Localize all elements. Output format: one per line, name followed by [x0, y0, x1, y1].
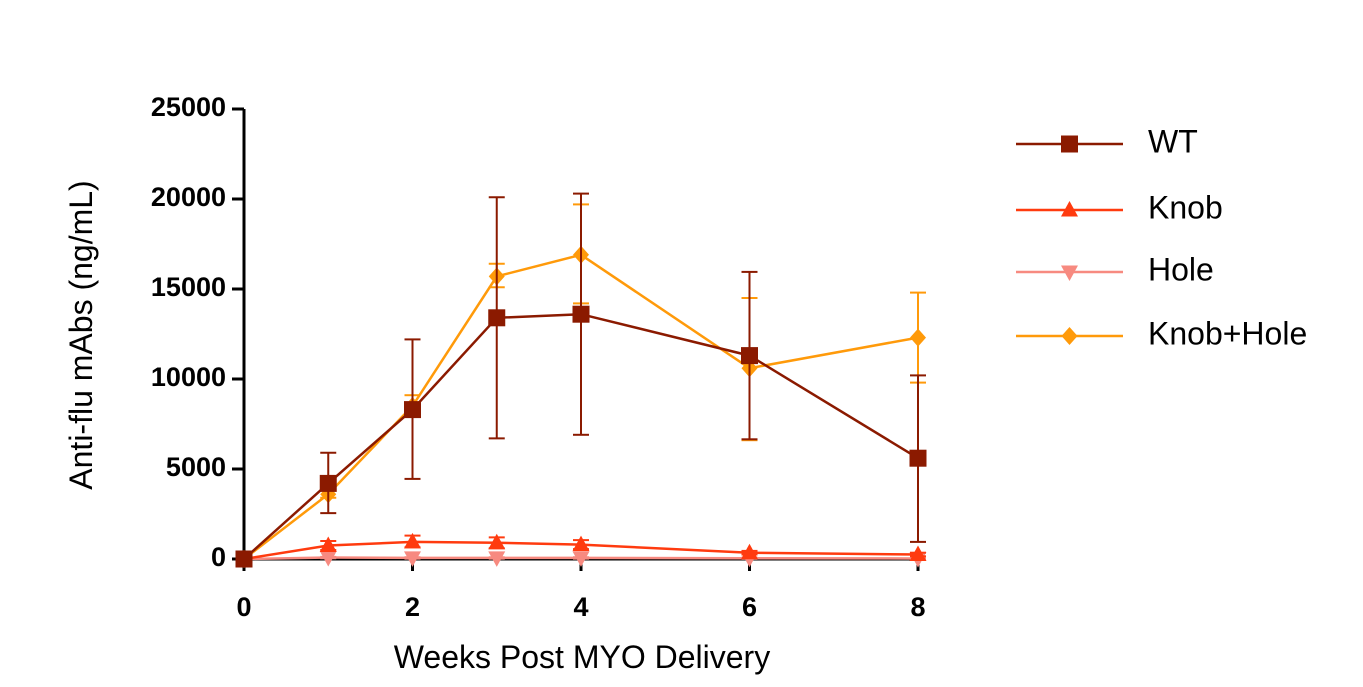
legend-marker: [1061, 201, 1078, 217]
x-tick-label: 6: [742, 592, 757, 622]
data-point: [404, 551, 421, 567]
data-point: [741, 543, 758, 560]
legend-item-knob: Knob: [1016, 189, 1223, 225]
y-tick-label: 15000: [151, 272, 226, 302]
x-axis-label: Weeks Post MYO Delivery: [394, 639, 770, 675]
data-point: [319, 551, 337, 567]
y-axis-label: Anti-flu mAbs (ng/mL): [63, 180, 99, 489]
data-point: [488, 533, 506, 550]
data-point: [319, 474, 337, 492]
data-point: [404, 401, 421, 419]
data-point: [909, 545, 927, 561]
legend-label: Hole: [1148, 251, 1214, 287]
legend-marker: [1061, 265, 1078, 281]
y-tick-label: 10000: [151, 362, 226, 392]
legend-marker: [1061, 327, 1078, 345]
x-tick-label: 8: [910, 592, 925, 622]
legend-marker: [1061, 135, 1078, 153]
data-point: [404, 532, 421, 549]
data-point: [572, 535, 590, 552]
legend: WT Knob Hole Knob+Hole: [1016, 123, 1307, 351]
axes: 0 5000 10000 15000 20000 25000 0 2 4 6 8: [151, 92, 926, 622]
series-wt: [235, 192, 927, 568]
series-layer: [235, 192, 927, 568]
series-knob: [235, 532, 927, 566]
data-point: [235, 550, 253, 568]
y-tick-label: 0: [211, 542, 226, 572]
y-tick-label: 25000: [151, 92, 226, 122]
x-tick-label: 2: [405, 592, 420, 622]
x-tick-label: 4: [573, 592, 588, 622]
legend-item-knob-hole: Knob+Hole: [1016, 315, 1307, 351]
legend-label: Knob+Hole: [1148, 315, 1307, 351]
data-point: [741, 347, 758, 365]
data-point: [572, 305, 590, 323]
data-point: [319, 536, 337, 552]
legend-item-wt: WT: [1016, 123, 1198, 159]
y-tick-label: 20000: [151, 182, 226, 212]
x-tick-label: 0: [236, 592, 251, 622]
data-point: [909, 449, 927, 467]
y-tick-label: 5000: [166, 452, 226, 482]
legend-label: WT: [1148, 123, 1198, 159]
data-point: [488, 551, 506, 567]
legend-label: Knob: [1148, 189, 1223, 225]
data-point: [488, 309, 506, 327]
data-point: [572, 551, 590, 567]
legend-item-hole: Hole: [1016, 251, 1214, 287]
data-point: [910, 328, 926, 347]
